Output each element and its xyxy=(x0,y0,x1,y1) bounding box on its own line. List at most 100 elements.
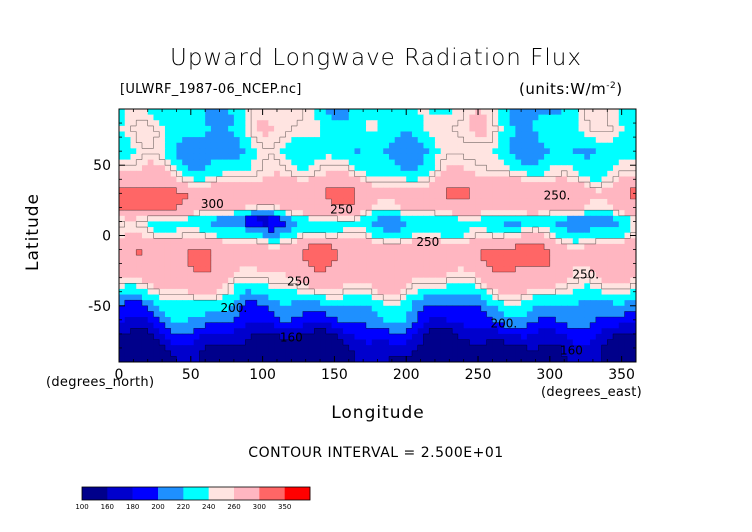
heatmap-cell xyxy=(199,283,206,290)
heatmap-cell xyxy=(285,232,292,239)
heatmap-cell xyxy=(515,159,522,166)
heatmap-cell xyxy=(187,333,195,341)
heatmap-cell xyxy=(291,339,298,346)
heatmap-cell xyxy=(429,193,436,200)
heatmap-cell xyxy=(119,311,126,318)
heatmap-cell xyxy=(268,356,275,362)
heatmap-cell xyxy=(302,311,310,318)
heatmap-cell xyxy=(193,266,201,273)
heatmap-cell xyxy=(475,153,482,161)
heatmap-cell xyxy=(388,210,396,217)
heatmap-cell xyxy=(274,125,281,133)
heatmap-cell xyxy=(498,221,505,228)
heatmap-cell xyxy=(348,272,356,279)
heatmap-cell xyxy=(193,238,201,245)
heatmap-cell xyxy=(314,317,321,324)
heatmap-cell xyxy=(515,227,522,234)
heatmap-cell xyxy=(371,238,379,245)
heatmap-cell xyxy=(199,193,206,200)
heatmap-cell xyxy=(348,221,356,228)
heatmap-cell xyxy=(457,283,465,290)
heatmap-cell xyxy=(251,198,258,206)
heatmap-cell xyxy=(434,170,442,178)
heatmap-cell xyxy=(331,350,338,357)
heatmap-cell xyxy=(406,328,413,335)
heatmap-cell xyxy=(124,170,132,178)
heatmap-cell xyxy=(394,221,402,228)
heatmap-cell xyxy=(302,288,310,296)
heatmap-cell xyxy=(618,345,626,352)
heatmap-cell xyxy=(210,328,218,335)
heatmap-cell xyxy=(492,317,499,324)
heatmap-cell xyxy=(561,238,568,245)
heatmap-cell xyxy=(366,153,373,161)
contour-label: 250. xyxy=(544,189,571,203)
heatmap-cell xyxy=(595,356,603,362)
heatmap-cell xyxy=(216,243,223,251)
heatmap-cell xyxy=(446,266,453,273)
heatmap-cell xyxy=(233,249,241,256)
heatmap-cell xyxy=(147,193,155,200)
heatmap-cell xyxy=(320,176,327,183)
heatmap-cell xyxy=(400,283,407,290)
heatmap-cell xyxy=(521,305,528,312)
heatmap-cell xyxy=(205,356,212,362)
heatmap-cell xyxy=(354,328,361,335)
heatmap-cell xyxy=(297,288,304,296)
heatmap-cell xyxy=(555,277,562,284)
heatmap-cell xyxy=(630,182,636,189)
heatmap-cell xyxy=(153,204,160,211)
heatmap-cell xyxy=(239,260,246,268)
heatmap-cell xyxy=(521,260,528,268)
heatmap-cell xyxy=(377,153,384,161)
heatmap-cell xyxy=(262,339,269,346)
heatmap-cell xyxy=(302,120,310,127)
heatmap-cell xyxy=(590,243,597,251)
heatmap-cell xyxy=(274,255,281,262)
heatmap-cell xyxy=(245,333,252,341)
heatmap-cell xyxy=(354,249,361,256)
heatmap-cell xyxy=(452,142,459,149)
heatmap-cell xyxy=(492,328,499,335)
heatmap-cell xyxy=(526,266,534,273)
heatmap-cell xyxy=(153,345,160,352)
heatmap-cell xyxy=(245,210,252,217)
heatmap-cell xyxy=(136,215,143,223)
heatmap-cell xyxy=(216,333,223,341)
heatmap-cell xyxy=(159,288,166,296)
heatmap-cell xyxy=(498,159,505,166)
heatmap-cell xyxy=(400,109,407,116)
heatmap-cell xyxy=(613,182,620,189)
heatmap-cell xyxy=(366,221,373,228)
heatmap-cell xyxy=(578,137,585,144)
heatmap-cell xyxy=(429,266,436,273)
heatmap-cell xyxy=(509,159,516,166)
heatmap-cell xyxy=(262,193,269,200)
heatmap-cell xyxy=(584,142,591,149)
heatmap-cell xyxy=(584,272,591,279)
heatmap-cell xyxy=(216,114,223,121)
heatmap-cell xyxy=(164,215,172,223)
heatmap-cell xyxy=(297,137,304,144)
heatmap-cell xyxy=(526,305,534,312)
heatmap-cell xyxy=(567,142,574,149)
heatmap-cell xyxy=(446,243,453,251)
heatmap-cell xyxy=(210,339,218,346)
heatmap-cell xyxy=(607,176,614,183)
heatmap-cell xyxy=(193,114,201,121)
heatmap-cell xyxy=(618,198,626,206)
heatmap-cell xyxy=(337,187,344,194)
heatmap-cell xyxy=(521,238,528,245)
heatmap-cell xyxy=(394,345,402,352)
heatmap-cell xyxy=(348,345,356,352)
heatmap-cell xyxy=(383,114,390,121)
heatmap-cell xyxy=(176,317,183,324)
heatmap-cell xyxy=(595,221,603,228)
heatmap-cell xyxy=(498,198,505,206)
heatmap-cell xyxy=(440,159,448,166)
heatmap-cell xyxy=(475,170,482,178)
heatmap-cell xyxy=(170,311,178,318)
heatmap-cell xyxy=(182,317,189,324)
heatmap-cell xyxy=(601,238,608,245)
heatmap-cell xyxy=(337,294,344,301)
